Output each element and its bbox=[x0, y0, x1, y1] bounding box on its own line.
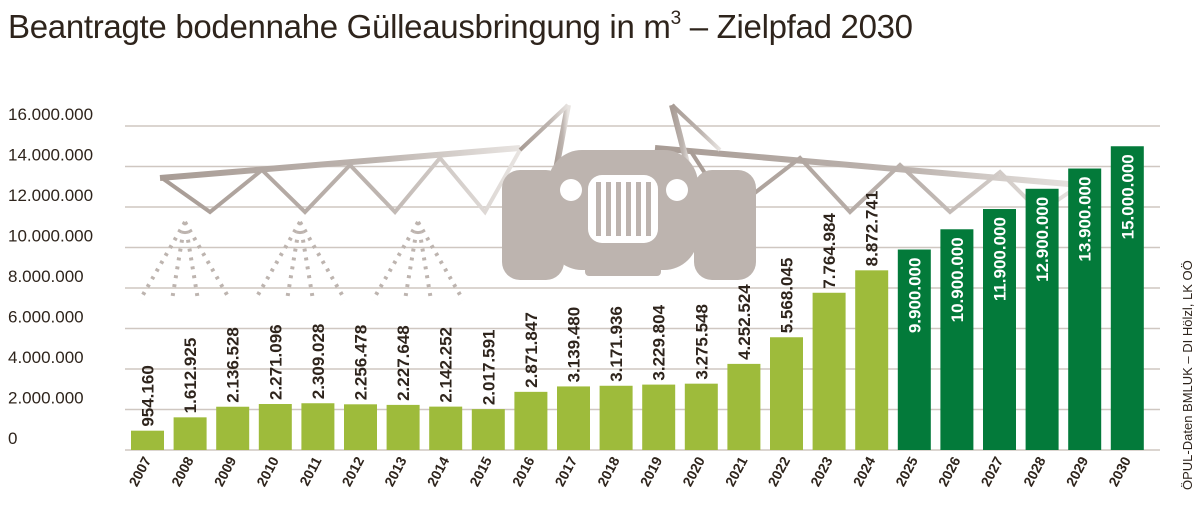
data-label: 2.256.478 bbox=[352, 325, 371, 401]
x-tick-label: 2016 bbox=[509, 454, 538, 489]
data-label: 2.017.591 bbox=[479, 330, 498, 406]
data-label: 2.227.648 bbox=[394, 325, 413, 401]
data-label: 1.612.925 bbox=[181, 338, 200, 414]
x-tick-label: 2027 bbox=[977, 454, 1006, 489]
bar bbox=[1068, 168, 1102, 450]
data-label: 15.000.000 bbox=[1118, 154, 1137, 239]
bar bbox=[344, 404, 377, 450]
x-tick-label: 2019 bbox=[637, 454, 666, 489]
bar bbox=[514, 391, 548, 450]
x-tick-label: 2022 bbox=[764, 454, 793, 489]
y-tick-label: 16.000.000 bbox=[8, 105, 93, 124]
bar bbox=[386, 404, 420, 450]
x-tick-label: 2013 bbox=[381, 454, 410, 489]
data-label: 4.252.524 bbox=[735, 284, 754, 360]
bar bbox=[301, 403, 335, 450]
bar bbox=[642, 384, 676, 450]
x-tick-label: 2028 bbox=[1020, 454, 1049, 489]
y-tick-label: 12.000.000 bbox=[8, 186, 93, 205]
data-label: 3.229.804 bbox=[650, 304, 669, 380]
data-label: 12.900.000 bbox=[1033, 197, 1052, 282]
bar bbox=[173, 417, 207, 450]
chart-title-suffix: – Zielpfad 2030 bbox=[680, 8, 913, 45]
y-tick-label: 4.000.000 bbox=[8, 348, 84, 367]
x-tick-label: 2010 bbox=[253, 454, 282, 489]
data-label: 2.136.528 bbox=[224, 327, 243, 403]
x-tick-label: 2018 bbox=[594, 454, 623, 489]
bar bbox=[727, 363, 761, 450]
x-tick-label: 2025 bbox=[892, 454, 921, 489]
data-label: 10.900.000 bbox=[948, 237, 967, 322]
bars bbox=[131, 146, 1144, 450]
bar bbox=[216, 406, 250, 450]
chart-title-superscript: 3 bbox=[670, 8, 682, 29]
data-label: 2.142.252 bbox=[437, 327, 456, 403]
data-label: 11.900.000 bbox=[991, 217, 1010, 301]
chart-title-prefix: Beantragte bodennahe Gülleausbringung in… bbox=[8, 8, 671, 45]
data-label: 954.160 bbox=[139, 365, 158, 426]
bar bbox=[1025, 188, 1059, 450]
data-label: 7.764.984 bbox=[820, 213, 839, 289]
data-label: 2.309.028 bbox=[309, 324, 328, 400]
x-tick-label: 2015 bbox=[466, 454, 495, 489]
y-tick-label: 10.000.000 bbox=[8, 227, 93, 246]
x-tick-label: 2020 bbox=[679, 454, 708, 489]
x-tick-label: 2030 bbox=[1105, 454, 1134, 489]
x-tick-label: 2023 bbox=[807, 454, 836, 489]
x-tick-label: 2011 bbox=[296, 454, 324, 489]
x-tick-label: 2026 bbox=[935, 454, 964, 489]
bar bbox=[429, 406, 463, 450]
data-label: 3.139.480 bbox=[565, 307, 584, 383]
data-label: 8.872.741 bbox=[863, 191, 882, 267]
data-label: 3.275.548 bbox=[692, 304, 711, 380]
x-tick-label: 2017 bbox=[551, 454, 580, 489]
bar bbox=[684, 383, 718, 450]
bar bbox=[855, 270, 889, 450]
x-tick-label: 2012 bbox=[338, 454, 367, 489]
data-label: 13.900.000 bbox=[1076, 177, 1095, 262]
bar bbox=[258, 404, 292, 450]
bar bbox=[983, 209, 1016, 450]
bar bbox=[770, 337, 803, 450]
data-label: 3.171.936 bbox=[607, 306, 626, 382]
data-label: 9.900.000 bbox=[905, 258, 924, 334]
source-note: ÖPUL-Daten BMLUK – DI Hölzl, LK OÖ bbox=[1180, 260, 1195, 490]
bar bbox=[940, 229, 974, 450]
bar bbox=[897, 249, 931, 450]
x-tick-label: 2024 bbox=[850, 454, 879, 489]
y-tick-label: 6.000.000 bbox=[8, 308, 84, 327]
y-tick-label: 8.000.000 bbox=[8, 267, 84, 286]
x-tick-label: 2021 bbox=[722, 454, 751, 489]
x-tick-label: 2009 bbox=[211, 454, 240, 489]
x-tick-label: 2029 bbox=[1063, 454, 1092, 489]
data-label: 2.871.847 bbox=[522, 312, 541, 388]
chart-title: Beantragte bodennahe Gülleausbringung in… bbox=[8, 8, 913, 46]
x-tick-label: 2014 bbox=[424, 454, 453, 489]
data-label: 2.271.096 bbox=[266, 324, 285, 400]
y-tick-label: 14.000.000 bbox=[8, 146, 93, 165]
data-label: 5.568.045 bbox=[778, 258, 797, 334]
bar bbox=[812, 292, 846, 450]
bar bbox=[599, 385, 633, 450]
x-tick-label: 2007 bbox=[125, 454, 154, 489]
bar bbox=[131, 430, 164, 450]
tractor-sprayer-illustration bbox=[138, 60, 1082, 301]
y-tick-label: 0 bbox=[8, 429, 17, 448]
bar bbox=[557, 386, 590, 450]
bar bbox=[1110, 146, 1144, 450]
data-labels: 954.160 1.612.925 2.136.528 2.271.096 2.309.… bbox=[139, 154, 1138, 426]
x-tick-label: 2008 bbox=[168, 454, 197, 489]
bar bbox=[471, 409, 505, 450]
y-tick-label: 2.000.000 bbox=[8, 389, 84, 408]
